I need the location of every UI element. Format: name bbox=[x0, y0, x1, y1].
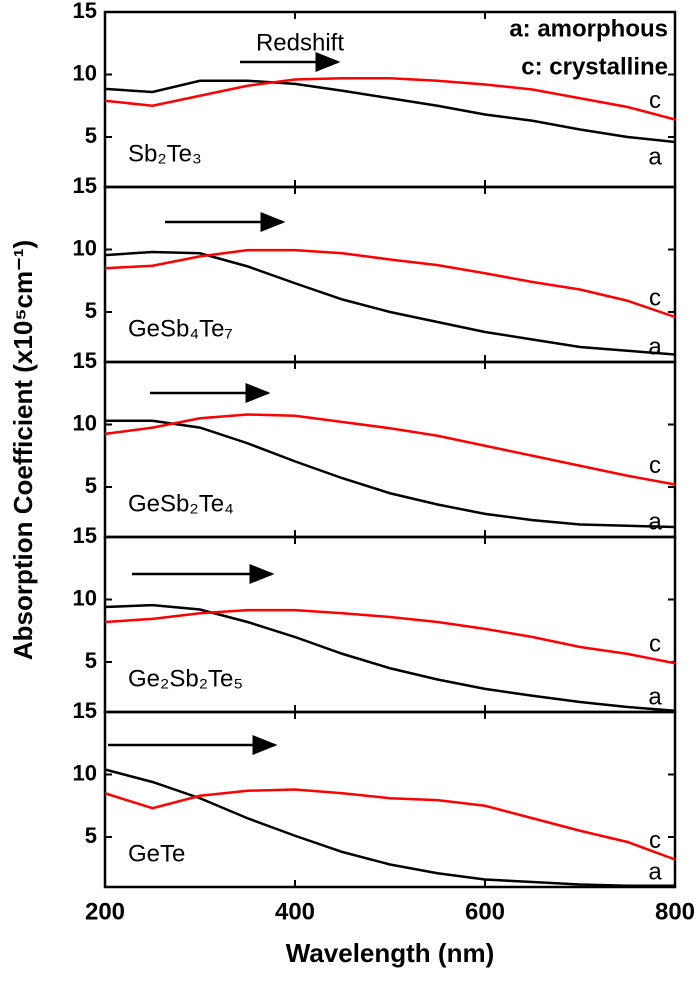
y-tick-label: 10 bbox=[73, 760, 97, 785]
series-line bbox=[104, 413, 676, 486]
series-end-label: a bbox=[648, 143, 662, 170]
panel-label: Ge₂Sb₂Te₅ bbox=[128, 665, 243, 692]
panel-frame bbox=[103, 710, 677, 889]
series-end-label: c bbox=[649, 452, 661, 479]
series-end-label: c bbox=[649, 827, 661, 854]
y-tick-label: 15 bbox=[73, 0, 97, 23]
legend-entry: c: crystalline bbox=[521, 53, 668, 80]
y-tick-label: 15 bbox=[73, 523, 97, 548]
series-line bbox=[104, 79, 676, 144]
y-tick-label: 5 bbox=[85, 123, 97, 148]
series-end-label: a bbox=[648, 333, 662, 360]
series-line bbox=[104, 788, 676, 861]
panel-label: GeSb₂Te₄ bbox=[128, 490, 234, 517]
y-tick-label: 15 bbox=[73, 348, 97, 373]
y-tick-label: 5 bbox=[85, 648, 97, 673]
series-line bbox=[105, 419, 676, 529]
y-tick-label: 10 bbox=[73, 60, 97, 85]
x-tick-label: 400 bbox=[275, 898, 315, 925]
series-end-label: c bbox=[649, 284, 661, 311]
panel-label: GeSb₄Te₇ bbox=[128, 315, 233, 342]
panel-label: Sb₂Te₃ bbox=[128, 140, 202, 167]
series-line bbox=[104, 248, 676, 319]
series-line bbox=[104, 77, 676, 121]
series-end-label: c bbox=[649, 87, 661, 114]
series-line bbox=[104, 608, 676, 665]
y-tick-label: 15 bbox=[73, 698, 97, 723]
series-end-label: a bbox=[648, 508, 662, 535]
legend-entry: a: amorphous bbox=[509, 15, 668, 42]
y-tick-label: 5 bbox=[85, 823, 97, 848]
y-tick-label: 5 bbox=[85, 298, 97, 323]
arrows bbox=[108, 52, 341, 755]
series-end-label: c bbox=[649, 631, 661, 658]
x-axis-label: Wavelength (nm) bbox=[286, 938, 494, 968]
series-line bbox=[104, 768, 675, 887]
y-tick-label: 15 bbox=[73, 173, 97, 198]
y-tick-label: 10 bbox=[73, 235, 97, 260]
x-tick-label: 800 bbox=[655, 898, 695, 925]
panel-label: GeTe bbox=[128, 840, 185, 867]
y-axis-label: Absorption Coefficient (x10⁵cm⁻¹) bbox=[8, 240, 38, 660]
series-end-label: a bbox=[648, 858, 662, 885]
x-tick-label: 200 bbox=[85, 898, 125, 925]
series-line bbox=[104, 250, 676, 356]
series-end-label: a bbox=[648, 683, 662, 710]
y-tick-label: 10 bbox=[73, 585, 97, 610]
x-tick-label: 600 bbox=[465, 898, 505, 925]
annotation: Redshift bbox=[256, 29, 344, 56]
y-tick-label: 10 bbox=[73, 410, 97, 435]
series-line bbox=[104, 603, 676, 712]
y-tick-label: 5 bbox=[85, 473, 97, 498]
